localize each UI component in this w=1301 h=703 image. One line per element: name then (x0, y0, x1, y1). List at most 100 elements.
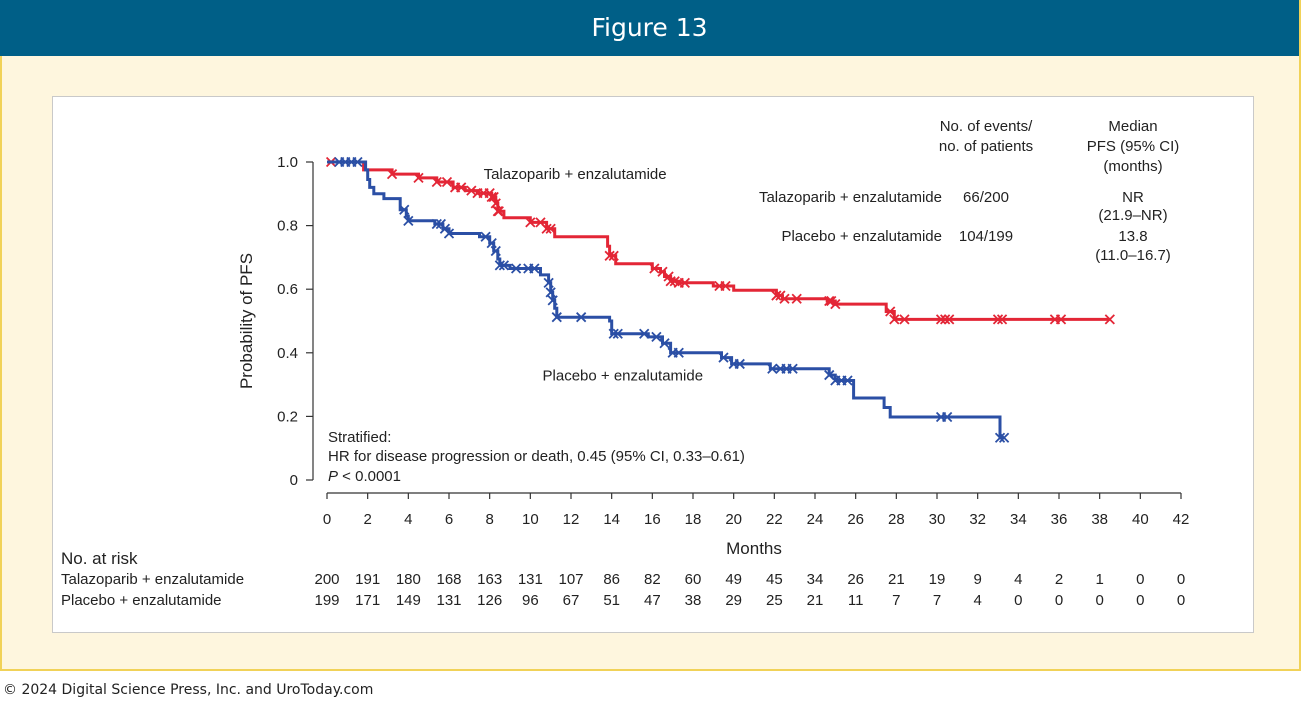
events-header-line2: no. of patients (939, 138, 1033, 155)
median-header-line1: Median (1108, 118, 1157, 135)
censor-mark (431, 176, 442, 188)
copyright-notice: © 2024 Digital Science Press, Inc. and U… (3, 682, 374, 698)
at-risk-value: 21 (807, 592, 824, 609)
at-risk-value: 200 (314, 571, 339, 588)
censor-mark (939, 314, 951, 325)
x-tick-label: 2 (363, 511, 371, 528)
censor-mark (494, 260, 505, 271)
censor-mark (787, 363, 798, 374)
censor-mark (612, 328, 623, 339)
at-risk-value: 0 (1055, 592, 1063, 609)
censor-mark (529, 263, 540, 274)
y-axis: 0 0.2 0.4 0.6 0.8 1.0 Probability of PFS (237, 154, 314, 489)
censor-mark (608, 250, 619, 261)
series-talazoparib (325, 156, 1115, 325)
censor-mark (431, 218, 442, 230)
x-tick-label: 28 (888, 511, 905, 528)
annotation-p-value: < 0.0001 (338, 468, 401, 485)
at-risk-value: 7 (933, 592, 941, 609)
censor-mark (771, 290, 782, 301)
x-tick-label: 20 (725, 511, 742, 528)
series-group (325, 156, 1115, 443)
at-risk-table: No. at risk Talazoparib + enzalutamide P… (61, 549, 1185, 609)
censor-mark (1104, 314, 1115, 325)
x-tick-label: 30 (929, 511, 946, 528)
x-axis-label: Months (726, 539, 782, 558)
censor-mark (734, 358, 745, 370)
series-placebo (327, 156, 1010, 443)
at-risk-row-label: Talazoparib + enzalutamide (61, 571, 244, 588)
y-tick-label: 0.8 (277, 218, 298, 235)
at-risk-value: 0 (1177, 592, 1185, 609)
censor-mark (899, 314, 910, 325)
censor-mark (651, 331, 662, 343)
x-tick-label: 38 (1091, 511, 1108, 528)
chart-panel (52, 96, 1254, 633)
censor-mark (541, 223, 552, 234)
y-tick-label: 0.4 (277, 345, 298, 362)
at-risk-value: 82 (644, 571, 661, 588)
median-header-line2: PFS (95% CI) (1087, 138, 1180, 155)
summary-row-median: 13.8 (1118, 228, 1147, 245)
at-risk-value: 47 (644, 592, 661, 609)
censor-mark (576, 312, 587, 323)
censor-mark (720, 280, 731, 292)
at-risk-value: 0 (1177, 571, 1185, 588)
censor-mark (942, 411, 953, 423)
at-risk-value: 171 (355, 592, 380, 609)
y-tick-label: 0.2 (277, 408, 298, 425)
x-tick-label: 6 (445, 511, 453, 528)
x-tick-label: 40 (1132, 511, 1149, 528)
at-risk-value: 29 (725, 592, 742, 609)
x-axis: 0 2 4 6 8 10 12 14 16 18 20 22 24 26 28 30 32 34 36 38 40 42 … (323, 492, 1190, 558)
censor-mark (889, 314, 900, 325)
x-tick-label: 42 (1173, 511, 1190, 528)
x-ticks: 0 2 4 6 8 10 12 14 16 18 20 22 24 26 28 30 32 34 36 38 40 42 (323, 493, 1190, 528)
y-tick-label: 0 (290, 472, 298, 489)
at-risk-value: 0 (1136, 571, 1144, 588)
at-risk-title: No. at risk (61, 549, 138, 568)
censor-mark (493, 206, 504, 217)
at-risk-value: 21 (888, 571, 905, 588)
at-risk-value: 4 (973, 592, 981, 609)
censor-mark (659, 338, 670, 349)
median-header-line3: (months) (1103, 158, 1162, 175)
censor-mark (791, 293, 802, 304)
annotation-p-label: P (328, 468, 338, 485)
censor-mark (885, 306, 896, 317)
censor-mark (543, 277, 554, 288)
censor-mark (486, 237, 497, 249)
y-tick-label: 1.0 (277, 154, 298, 171)
at-risk-value: 25 (766, 592, 783, 609)
censor-mark (830, 299, 841, 310)
censor-mark (998, 432, 1010, 443)
at-risk-value: 51 (603, 592, 620, 609)
at-risk-value: 191 (355, 571, 380, 588)
at-risk-value: 60 (685, 571, 702, 588)
series-label-talazoparib: Talazoparib + enzalutamide (484, 166, 667, 183)
x-tick-label: 24 (807, 511, 824, 528)
at-risk-value: 163 (477, 571, 502, 588)
at-risk-value: 86 (603, 571, 620, 588)
annotation-p: P < 0.0001 (328, 468, 401, 485)
censor-mark (608, 328, 619, 339)
at-risk-value: 2 (1055, 571, 1063, 588)
x-tick-label: 36 (1051, 511, 1068, 528)
x-tick-label: 4 (404, 511, 412, 528)
at-risk-value: 4 (1014, 571, 1022, 588)
summary-row-events: 104/199 (959, 228, 1013, 245)
censor-mark (456, 182, 467, 193)
annotation-stratified: Stratified: (328, 429, 391, 446)
censor-mark (994, 432, 1006, 443)
series-label-placebo: Placebo + enzalutamide (543, 368, 704, 385)
censor-mark (545, 287, 556, 298)
censor-mark (490, 198, 501, 209)
x-tick-label: 12 (563, 511, 580, 528)
censor-mark (935, 314, 947, 325)
censor-mark (466, 185, 477, 196)
censor-mark (551, 312, 562, 323)
figure-title: Figure 13 (591, 13, 708, 42)
y-axis-label: Probability of PFS (237, 253, 256, 389)
censor-mark (992, 314, 1004, 325)
